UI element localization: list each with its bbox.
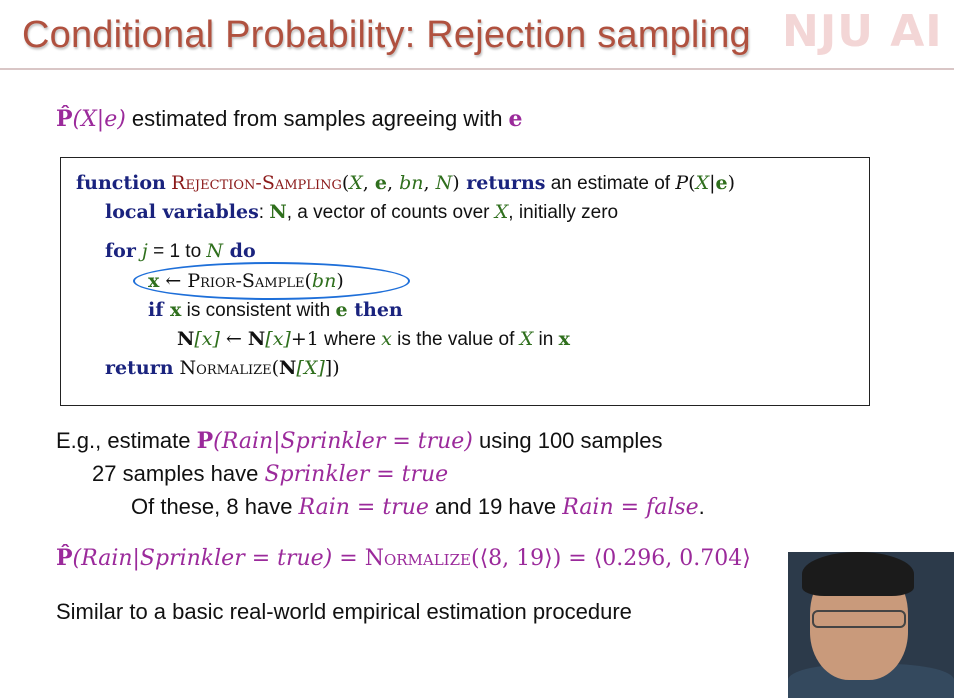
eg-post: using 100 samples: [472, 428, 663, 453]
var-n: N: [247, 328, 266, 350]
keyword-function: function: [76, 172, 166, 194]
title-divider: [0, 68, 954, 70]
presenter-glasses: [812, 610, 906, 628]
paren: ): [727, 172, 736, 194]
arg-x: X: [349, 172, 363, 194]
plus-one: +1: [290, 328, 319, 350]
eg3-pre: Of these, 8 have: [131, 494, 299, 519]
eg3-mid: and 19 have: [428, 494, 563, 519]
locals-text: , a vector of counts over: [286, 202, 495, 223]
var-X: X: [519, 328, 534, 350]
assign-arrow: ←: [219, 328, 248, 350]
alg-line-if: if x is consistent with e then: [148, 299, 403, 322]
function-name: Rejection-Sampling: [171, 172, 342, 194]
eg3-rain-true: Rain = true: [298, 495, 429, 520]
paren: (: [688, 172, 696, 194]
var-j: j: [135, 240, 148, 262]
nju-ai-logo: NJU AI: [782, 6, 943, 57]
example-line-1: E.g., estimate P(Rain|Sprinkler = true) …: [56, 428, 662, 454]
keyword-returns: returns: [459, 172, 546, 194]
in-text: in: [533, 329, 559, 350]
algorithm-box: [60, 157, 870, 406]
colon: :: [258, 202, 270, 223]
slide-title: Conditional Probability: Rejection sampl…: [22, 14, 751, 56]
example-result-line: P̂(Rain|Sprinkler = true) = Normalize(⟨8…: [56, 545, 751, 571]
var-n: N: [177, 328, 195, 350]
bar: |: [709, 172, 716, 194]
keyword-local-variables: local variables: [105, 201, 259, 223]
p-hat-symbol: P̂: [56, 106, 73, 132]
paren: ): [452, 172, 460, 194]
result-vector: ⟨0.296, 0.704⟩: [593, 546, 751, 571]
alg-line-locals: local variables: N, a vector of counts o…: [105, 201, 618, 224]
comma: ,: [362, 172, 375, 194]
comma: ,: [423, 172, 436, 194]
keyword-do: do: [223, 240, 256, 262]
alg-line-for: for j = 1 to N do: [105, 240, 256, 263]
eg3-rain-false: Rain = false: [562, 495, 699, 520]
returns-desc: an estimate of: [545, 173, 676, 194]
eg-pre: E.g., estimate: [56, 428, 197, 453]
keyword-for: for: [105, 240, 136, 262]
p-hat-symbol: P̂: [56, 545, 73, 571]
if-text: is consistent with: [181, 300, 336, 321]
intro-expr: (X|e): [72, 107, 126, 132]
eg-query-expr: (Rain|Sprinkler = true): [213, 429, 473, 454]
example-line-3: Of these, 8 have Rain = true and 19 have…: [131, 494, 705, 520]
value-text: is the value of: [391, 329, 520, 350]
index-X: [X]: [296, 357, 325, 379]
result-query: (Rain|Sprinkler = true): [72, 546, 333, 571]
intro-text: estimated from samples agreeing with: [125, 106, 509, 131]
keyword-if: if: [148, 299, 164, 321]
p-symbol: P: [675, 172, 689, 194]
conclusion-line: Similar to a basic real-world empirical …: [56, 599, 632, 624]
normalize-fn: Normalize: [173, 357, 272, 379]
intro-e: e: [508, 106, 523, 132]
equals: =: [332, 546, 365, 571]
comma: ,: [386, 172, 400, 194]
where-text: where: [318, 329, 382, 350]
var-n: N: [206, 240, 224, 262]
paren: (: [341, 172, 350, 194]
arg-n: N: [435, 172, 453, 194]
presenter-hair: [802, 552, 914, 596]
arg-bn: bn: [399, 172, 424, 194]
var-x-bold: x: [558, 328, 570, 350]
alg-line-function: function Rejection-Sampling(X, e, bn, N)…: [76, 172, 735, 195]
eg2-expr: Sprinkler = true: [264, 462, 449, 487]
var-n: N: [279, 357, 297, 379]
p-x: X: [695, 172, 710, 194]
var-x: x: [381, 328, 392, 350]
alg-line-return: return Normalize(N[X]]): [105, 357, 340, 380]
normalize-fn: Normalize: [364, 546, 471, 571]
p-symbol: P: [196, 428, 214, 454]
eg3-period: .: [698, 494, 705, 519]
var-x: X: [494, 201, 509, 223]
arg-e: e: [374, 172, 387, 194]
presenter-webcam: [788, 552, 954, 698]
equals: =: [561, 546, 594, 571]
var-n: N: [269, 201, 287, 223]
handwritten-circle-annotation: [133, 262, 410, 300]
keyword-then: then: [347, 299, 403, 321]
normalize-args: (⟨8, 19⟩): [470, 546, 562, 571]
index-x: [x]: [194, 328, 220, 350]
alg-line-increment: N[x] ← N[x]+1 where x is the value of X …: [177, 328, 570, 351]
locals-text2: , initially zero: [508, 202, 619, 223]
var-e: e: [335, 299, 348, 321]
paren: (: [271, 357, 280, 379]
eg2-pre: 27 samples have: [92, 461, 265, 486]
var-x-bold: x: [163, 299, 182, 321]
paren: ]): [324, 357, 340, 379]
intro-line: P̂(X|e) estimated from samples agreeing …: [56, 106, 523, 132]
keyword-return: return: [105, 357, 174, 379]
for-range: = 1 to: [147, 241, 207, 262]
index-x: [x]: [265, 328, 291, 350]
example-line-2: 27 samples have Sprinkler = true: [92, 461, 448, 487]
p-e: e: [715, 172, 728, 194]
